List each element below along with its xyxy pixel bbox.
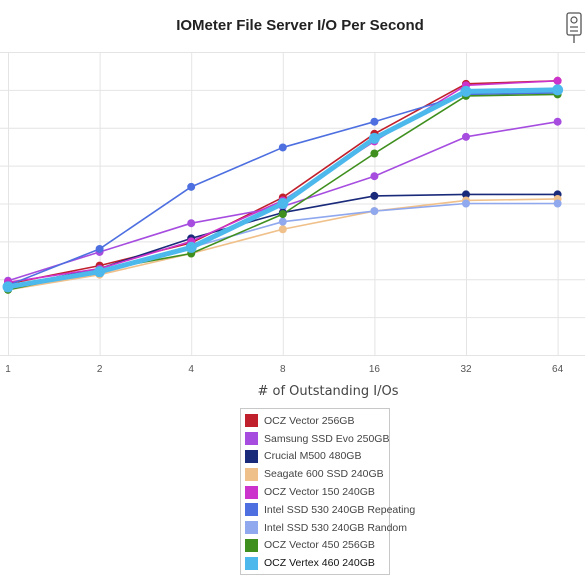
legend-item: OCZ Vertex 460 240GB (241, 554, 389, 572)
x-axis-ticks: 1 2 4 8 16 32 64 (5, 364, 563, 375)
data-point (462, 199, 470, 208)
data-point (370, 149, 379, 158)
data-point (370, 191, 379, 200)
legend-swatch (245, 556, 258, 570)
data-point (370, 172, 379, 181)
legend-swatch (245, 449, 258, 463)
data-point (462, 190, 470, 199)
legend-label: OCZ Vertex 460 240GB (264, 557, 375, 570)
x-tick-label: 32 (460, 364, 472, 375)
x-axis-label: # of Outstanding I/Os (257, 384, 398, 399)
data-point (370, 207, 379, 216)
data-point (462, 132, 470, 141)
data-point (278, 217, 287, 226)
data-point (370, 117, 379, 126)
legend-label: Seagate 600 SSD 240GB (264, 468, 384, 481)
legend-label: OCZ Vector 256GB (264, 414, 355, 427)
legend-swatch (245, 432, 258, 446)
x-tick-label: 8 (280, 364, 286, 375)
watermark-logo-icon (566, 12, 582, 43)
legend-label: Crucial M500 480GB (264, 450, 362, 463)
legend-item: Intel SSD 530 240GB Repeating (241, 501, 415, 519)
data-point (553, 117, 562, 126)
data-point (552, 84, 564, 96)
series-points (2, 76, 564, 294)
legend-label: OCZ Vector 450 256GB (264, 539, 375, 552)
line-chart: 1 2 4 8 16 32 64 # of Outstanding I/Os (0, 52, 585, 399)
legend-label: OCZ Vector 150 240GB (264, 486, 375, 499)
chart-legend: OCZ Vector 256GB Samsung SSD Evo 250GB Cru… (240, 408, 415, 576)
legend-item: Intel SSD 530 240GB Random (241, 519, 407, 537)
legend-item: OCZ Vector 150 240GB (241, 483, 389, 501)
data-point (2, 281, 14, 293)
x-tick-label: 2 (97, 364, 103, 375)
data-point (187, 219, 196, 228)
data-point (553, 199, 562, 208)
x-tick-label: 64 (552, 364, 564, 375)
x-tick-label: 1 (5, 364, 11, 375)
legend-label: Intel SSD 530 240GB Random (264, 521, 408, 534)
data-point (278, 143, 287, 152)
data-point (278, 210, 287, 219)
chart-title: IOMeter File Server I/O Per Second (176, 17, 424, 34)
data-point (368, 132, 380, 144)
data-point (277, 198, 289, 209)
legend-item: OCZ Vector 450 256GB (241, 537, 389, 555)
legend-item: Crucial M500 480GB (241, 448, 389, 466)
legend-label: Samsung SSD Evo 250GB (264, 432, 390, 445)
data-point (185, 241, 197, 253)
data-point (460, 85, 472, 97)
legend-swatch (245, 467, 258, 481)
legend-item: Samsung SSD Evo 250GB (241, 430, 389, 448)
data-point (94, 266, 106, 278)
data-point (187, 182, 196, 191)
legend-item: OCZ Vector 256GB (241, 412, 389, 430)
data-point (553, 76, 562, 85)
x-tick-label: 16 (369, 364, 381, 375)
legend-swatch (245, 485, 258, 499)
legend-swatch (245, 414, 258, 428)
data-point (278, 225, 287, 234)
legend-item: Seagate 600 SSD 240GB (241, 465, 389, 483)
legend-swatch (245, 538, 258, 552)
legend-label: Intel SSD 530 240GB Repeating (264, 503, 416, 516)
legend-swatch (245, 521, 258, 535)
data-point (95, 244, 104, 253)
legend-swatch (245, 503, 258, 517)
x-tick-label: 4 (188, 364, 194, 375)
